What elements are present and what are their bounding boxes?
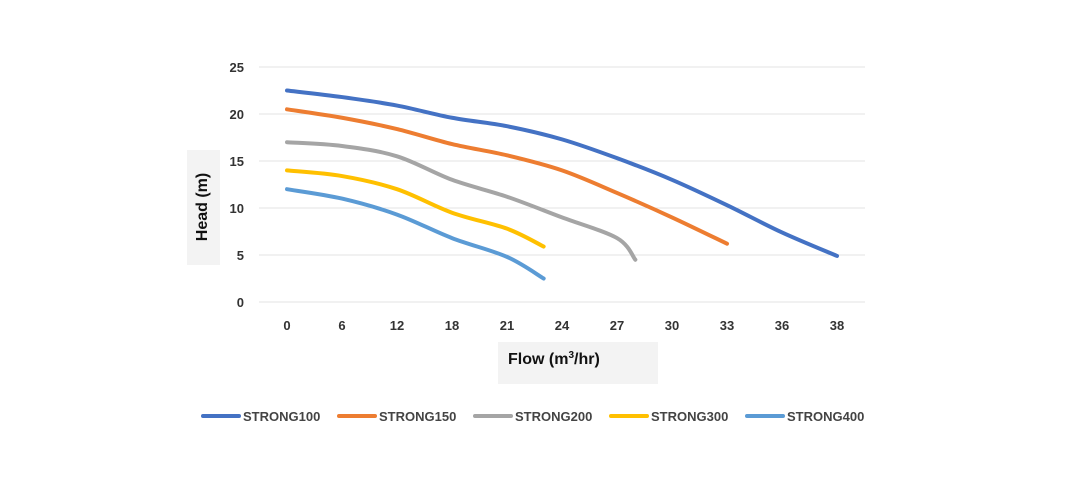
x-axis-title-main: Flow (m: [508, 351, 568, 368]
x-tick-label: 24: [555, 318, 570, 333]
x-tick-label: 38: [830, 318, 844, 333]
x-axis-title-tail: /hr): [574, 351, 600, 368]
y-axis-title-box: [187, 150, 220, 265]
legend-label: STRONG300: [651, 409, 728, 424]
legend: STRONG100 STRONG150 STRONG200 STRONG300 STRO…: [201, 409, 864, 424]
y-tick-label: 15: [230, 154, 244, 169]
x-axis-ticks: 0 6 12 18 21 24 27 30 33 36 38: [283, 318, 844, 333]
x-tick-label: 0: [283, 318, 290, 333]
series-line-strong200: [285, 140, 638, 262]
x-tick-label: 27: [610, 318, 624, 333]
x-tick-label: 12: [390, 318, 404, 333]
legend-label: STRONG100: [243, 409, 320, 424]
gridlines: [259, 66, 865, 303]
x-tick-label: 21: [500, 318, 514, 333]
series-line-strong300: [285, 168, 546, 249]
x-tick-label: 36: [775, 318, 789, 333]
y-tick-label: 0: [237, 295, 244, 310]
legend-label: STRONG150: [379, 409, 456, 424]
legend-label: STRONG400: [787, 409, 864, 424]
y-tick-label: 5: [237, 248, 244, 263]
x-axis-title-sup: 3: [568, 350, 574, 361]
x-axis-title: Flow (m3/hr): [508, 350, 600, 368]
series-line-strong150: [285, 107, 729, 246]
x-tick-label: 30: [665, 318, 679, 333]
x-tick-label: 6: [338, 318, 345, 333]
series-line-strong400: [285, 187, 546, 281]
x-tick-label: 18: [445, 318, 459, 333]
y-tick-label: 20: [230, 107, 244, 122]
series-lines: [285, 88, 839, 281]
y-tick-label: 10: [230, 201, 244, 216]
y-tick-label: 25: [230, 60, 244, 75]
y-axis-title: Head (m): [194, 173, 211, 241]
x-axis-title-box: [498, 342, 658, 384]
legend-label: STRONG200: [515, 409, 592, 424]
series-line-strong100: [285, 88, 839, 258]
x-tick-label: 33: [720, 318, 734, 333]
y-axis-ticks: 0 5 10 15 20 25: [230, 60, 244, 310]
